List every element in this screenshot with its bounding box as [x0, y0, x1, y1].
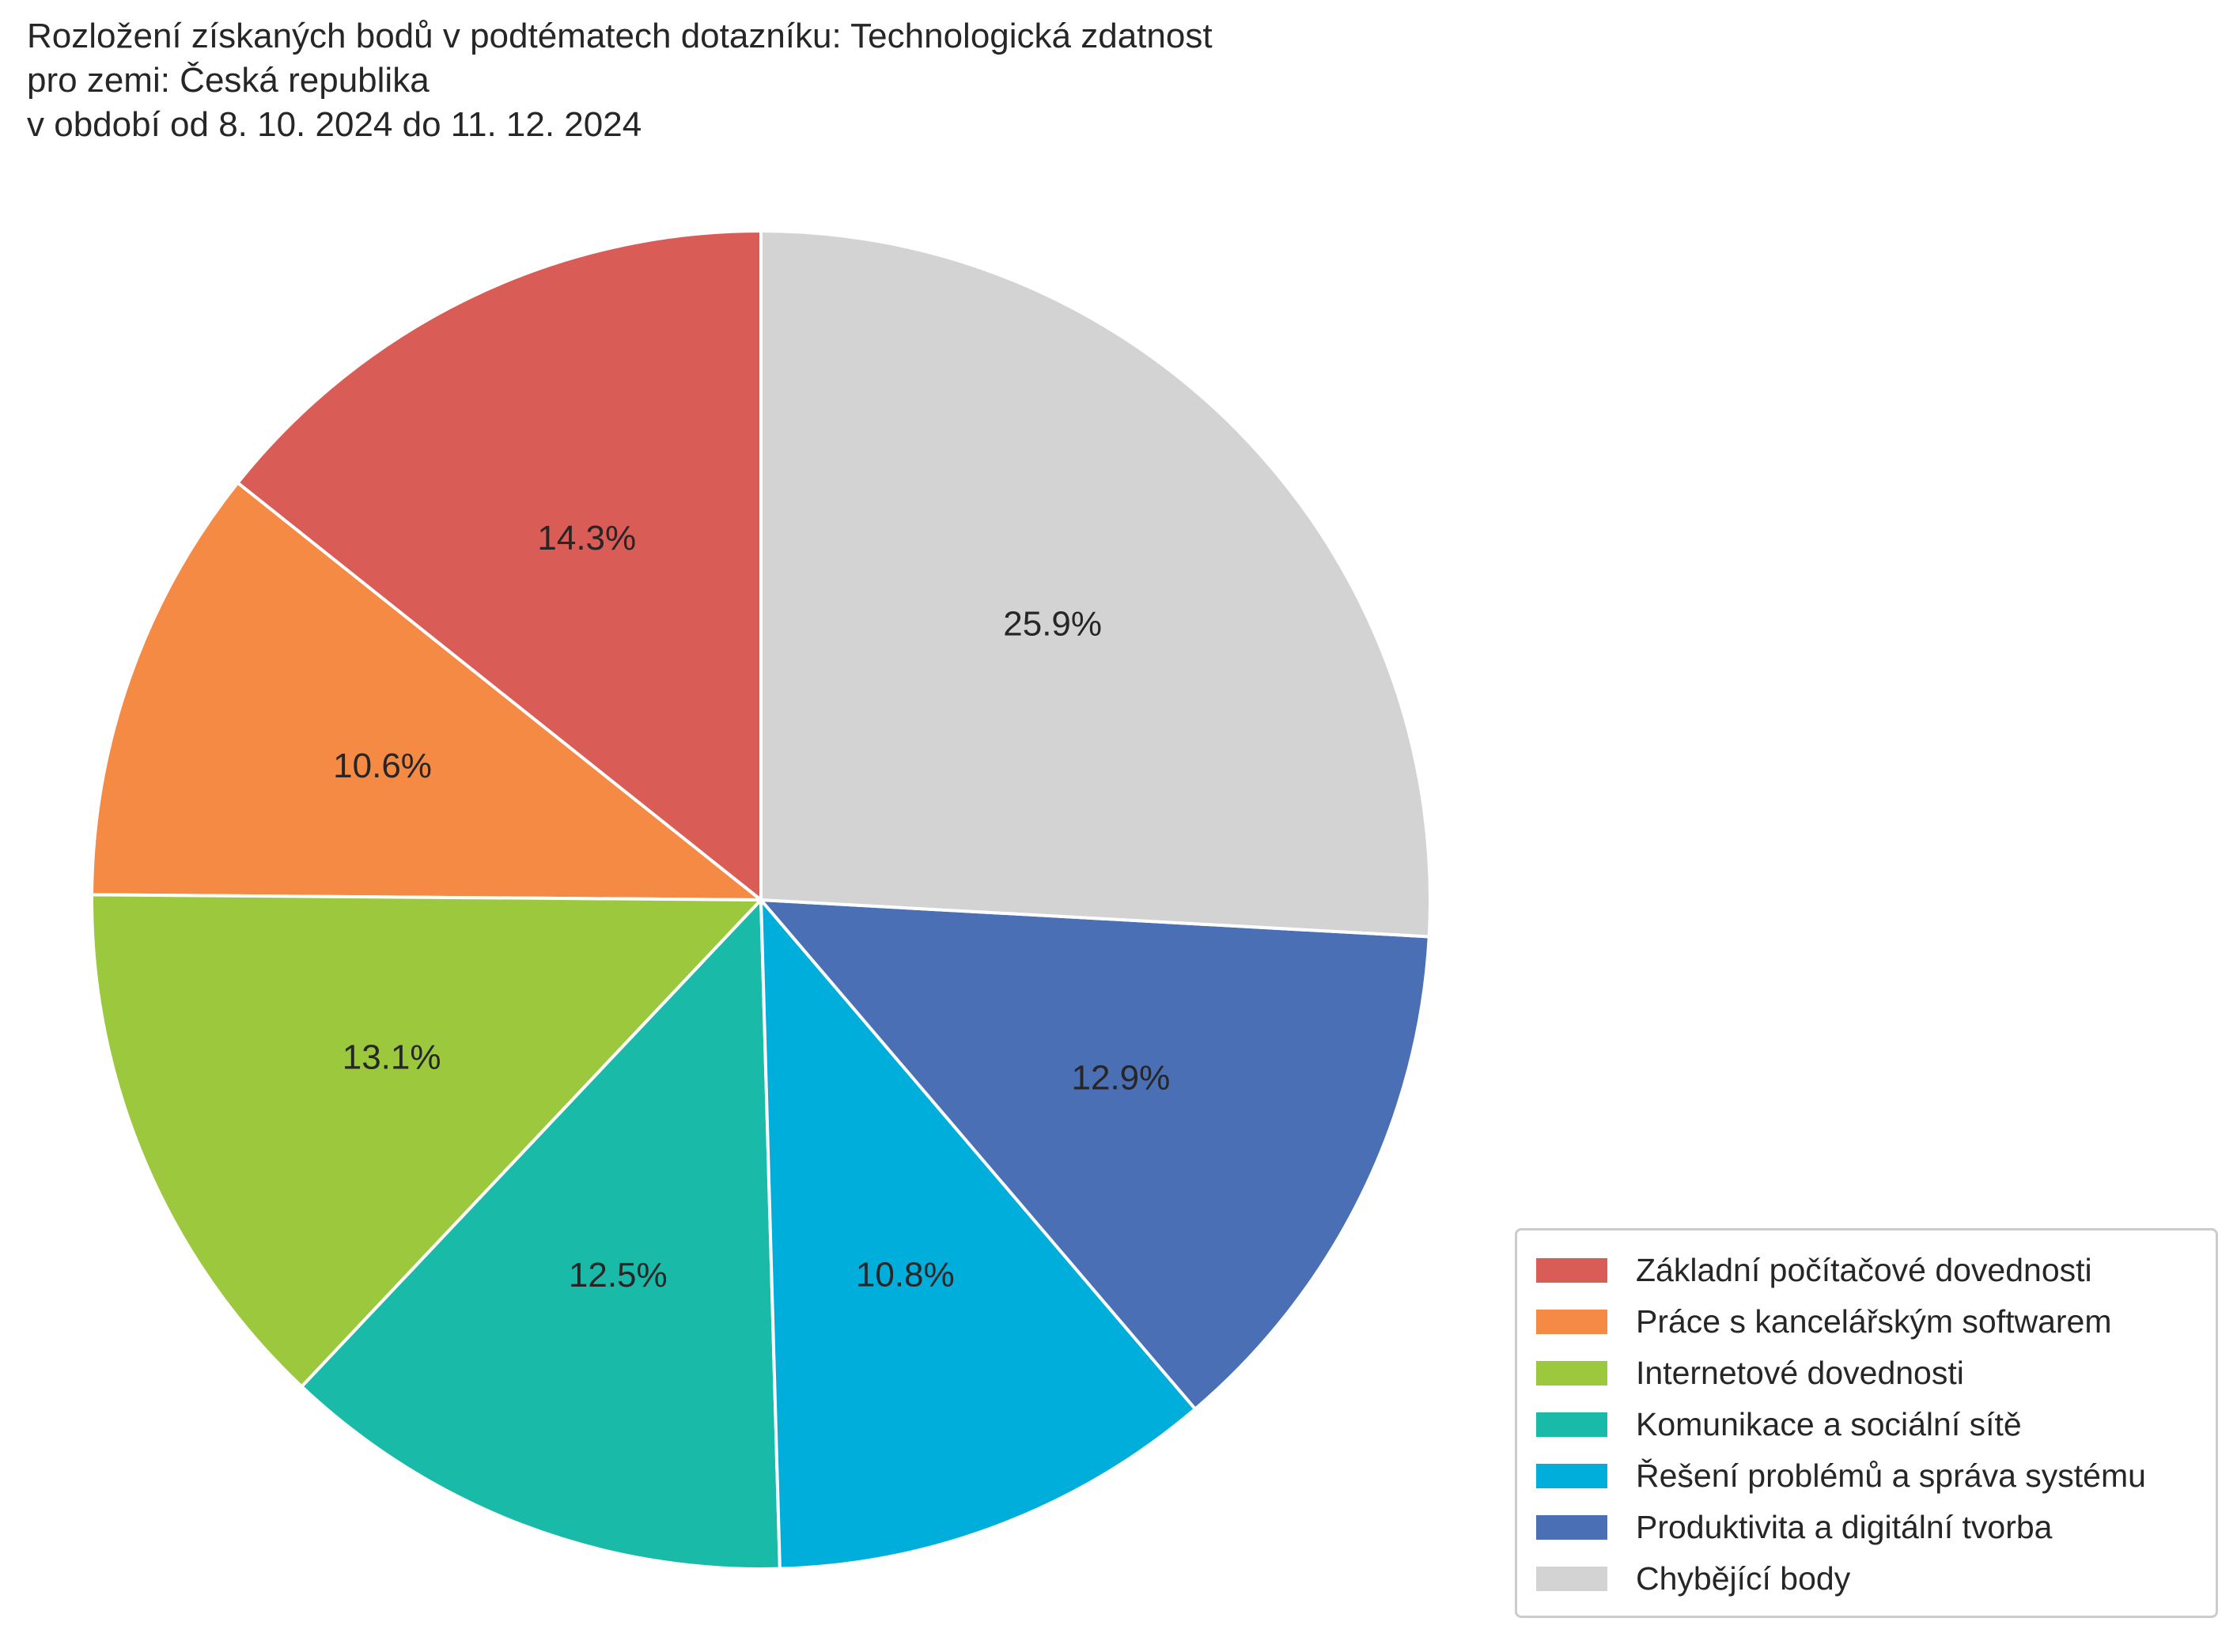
legend-swatch	[1536, 1361, 1607, 1385]
pie-labels: 14.3% 10.6% 13.1% 12.5% 10.8% 12.9% 25.9%	[333, 519, 1170, 1295]
legend-item: Práce s kancelářským softwarem	[1536, 1296, 2197, 1348]
legend-item: Produktivita a digitální tvorba	[1536, 1502, 2197, 1553]
legend-swatch	[1536, 1567, 1607, 1591]
legend-label: Práce s kancelářským softwarem	[1636, 1303, 2112, 1340]
legend: Základní počítačové dovednosti Práce s ka…	[1515, 1228, 2218, 1618]
legend-swatch	[1536, 1515, 1607, 1540]
pie-slice-6	[759, 229, 1432, 939]
legend-swatch	[1536, 1412, 1607, 1437]
title-line-2: pro zemi: Česká republika	[27, 61, 430, 100]
legend-item: Internetové dovednosti	[1536, 1348, 2197, 1399]
legend-label: Řešení problémů a správa systému	[1636, 1457, 2146, 1494]
slice-percent-label: 25.9%	[1003, 605, 1102, 644]
legend-swatch	[1536, 1258, 1607, 1283]
pie-slices	[90, 229, 1432, 1571]
slice-percent-label: 10.8%	[856, 1255, 955, 1294]
legend-item: Komunikace a sociální sítě	[1536, 1399, 2197, 1450]
pie-slice-0	[235, 229, 763, 904]
title-line-3: v období od 8. 10. 2024 do 11. 12. 2024	[27, 105, 642, 144]
pie-slice-3	[299, 896, 782, 1571]
slice-percent-label: 14.3%	[537, 519, 636, 558]
legend-swatch	[1536, 1310, 1607, 1334]
slice-percent-label: 13.1%	[343, 1038, 441, 1077]
pie-slice-1	[90, 480, 766, 902]
legend-label: Chybějící body	[1636, 1560, 1851, 1597]
legend-label: Komunikace a sociální sítě	[1636, 1406, 2022, 1442]
title-line-1: Rozložení získaných bodů v podtématech d…	[27, 17, 1213, 55]
legend-label: Internetové dovednosti	[1636, 1355, 1964, 1391]
legend-item: Chybějící body	[1536, 1553, 2197, 1605]
pie-slice-4	[759, 895, 1198, 1571]
pie-slice-5	[757, 898, 1431, 1412]
slice-percent-label: 10.6%	[333, 747, 432, 785]
legend-label: Produktivita a digitální tvorba	[1636, 1509, 2053, 1545]
pie-slice-2	[90, 893, 765, 1389]
chart-title: Rozložení získaných bodů v podtématech d…	[27, 14, 1213, 147]
legend-label: Základní počítačové dovednosti	[1636, 1252, 2092, 1288]
slice-percent-label: 12.5%	[569, 1256, 668, 1295]
legend-swatch	[1536, 1464, 1607, 1488]
legend-item: Základní počítačové dovednosti	[1536, 1245, 2197, 1296]
legend-item: Řešení problémů a správa systému	[1536, 1450, 2197, 1502]
slice-percent-label: 12.9%	[1072, 1059, 1171, 1098]
